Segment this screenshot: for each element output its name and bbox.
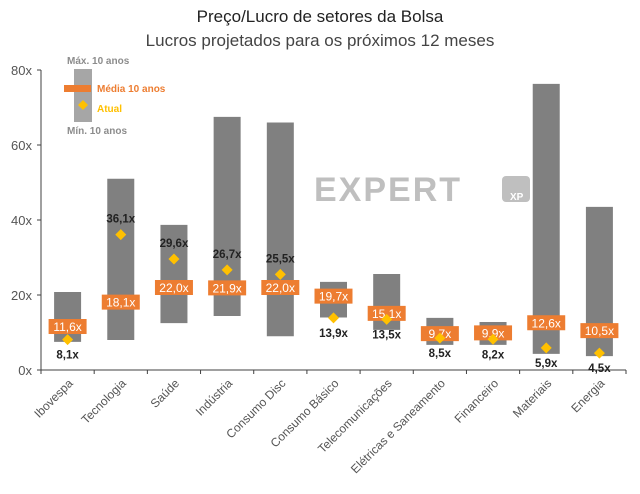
current-marker	[540, 342, 552, 354]
mean-label: 18,1x	[106, 296, 135, 310]
current-marker	[274, 268, 286, 280]
current-label: 25,5x	[266, 253, 295, 265]
mean-marker	[314, 288, 353, 304]
sector-group: 11,6x 8,1x Ibovespa	[31, 292, 87, 421]
legend-current-swatch	[78, 100, 88, 110]
current-label: 4,5x	[588, 363, 611, 375]
current-label: 26,7x	[213, 249, 242, 261]
legend-mean-swatch	[64, 85, 91, 92]
chart-subtitle: Lucros projetados para os próximos 12 me…	[145, 31, 495, 50]
watermark-text: EXPERT	[314, 171, 462, 209]
category-label: Elétricas e Saneamento	[348, 376, 448, 476]
legend: Máx. 10 anos Média 10 anos Atual Mín. 10…	[64, 56, 166, 137]
mean-marker	[154, 280, 193, 295]
current-marker	[62, 334, 74, 346]
mean-label: 12,6x	[532, 316, 561, 330]
current-label: 8,5x	[429, 348, 452, 360]
current-marker	[168, 253, 180, 265]
current-marker	[221, 264, 233, 276]
y-tick-label: 20x	[11, 288, 32, 303]
current-marker	[115, 229, 127, 241]
watermark-badge-text: XP	[510, 192, 524, 203]
current-marker	[487, 333, 499, 345]
mean-label: 9,9x	[482, 326, 505, 340]
category-label: Energia	[568, 376, 607, 415]
y-tick-label: 40x	[11, 213, 32, 228]
sector-group: 9,9x 8,2x Financeiro	[452, 322, 513, 426]
mean-label: 22,0x	[159, 281, 188, 295]
legend-mean-label: Média 10 anos	[97, 84, 166, 95]
current-label: 36,1x	[106, 214, 135, 226]
category-label: Saúde	[148, 376, 183, 411]
mean-marker	[367, 305, 406, 321]
current-marker	[593, 347, 605, 359]
current-marker	[328, 312, 339, 324]
mean-label: 22,0x	[266, 281, 295, 295]
sector-group: 22,0x 29,6x Saúde	[148, 224, 193, 411]
current-label: 29,6x	[160, 238, 189, 250]
mean-marker	[580, 323, 619, 339]
current-label: 8,2x	[482, 349, 505, 361]
mean-marker	[101, 294, 140, 310]
category-label: Indústria	[193, 376, 236, 419]
current-marker	[381, 313, 393, 325]
current-label: 13,9x	[319, 328, 348, 340]
legend-min-label: Mín. 10 anos	[67, 126, 127, 137]
mean-label: 19,7x	[319, 290, 348, 304]
category-label: Financeiro	[452, 376, 502, 426]
current-label: 8,1x	[56, 350, 79, 362]
current-marker	[434, 332, 446, 344]
mean-marker	[208, 280, 247, 296]
y-tick-label: 80x	[11, 63, 32, 78]
sector-group: 18,1x 36,1x Tecnologia	[78, 178, 140, 427]
chart-title: Preço/Lucro de setores da Bolsa	[196, 7, 444, 26]
category-label: Materiais	[510, 376, 554, 420]
expert-watermark: EXPERT XP	[314, 171, 530, 209]
range-bar	[107, 178, 135, 340]
mean-marker	[261, 280, 300, 295]
category-label: Ibovespa	[31, 376, 76, 421]
mean-marker	[48, 319, 87, 334]
current-label: 5,9x	[535, 358, 558, 370]
legend-range-swatch	[74, 69, 92, 122]
mean-label: 10,5x	[585, 324, 614, 338]
y-tick-label: 0x	[18, 363, 32, 378]
mean-marker	[527, 315, 566, 331]
range-bar	[160, 224, 188, 324]
mean-label: 21,9x	[212, 281, 241, 295]
mean-marker	[474, 325, 513, 341]
watermark-badge	[502, 176, 530, 202]
category-label: Tecnologia	[78, 376, 129, 427]
current-label: 13,5x	[372, 329, 401, 341]
mean-label: 11,6x	[53, 320, 81, 334]
range-bar	[266, 122, 294, 337]
legend-current-label: Atual	[97, 104, 122, 115]
range-bar	[532, 83, 560, 354]
legend-max-label: Máx. 10 anos	[67, 56, 130, 67]
y-tick-label: 60x	[11, 138, 32, 153]
